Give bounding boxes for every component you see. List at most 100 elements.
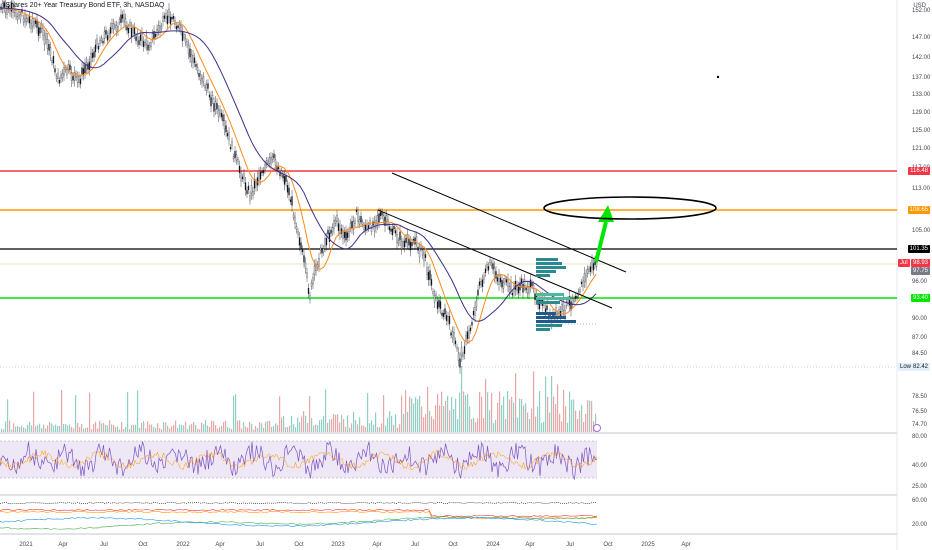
time-axis[interactable]: 2021 Apr Jul Oct 2022 Apr Jul Oct 2023 Apr Jul Oct 2… [19, 542, 690, 548]
volume-bar [109, 420, 110, 432]
volume-bar [39, 424, 40, 432]
candle [241, 173, 242, 181]
candle [493, 264, 494, 270]
price-tick: 84.50 [912, 351, 928, 357]
volume-bar [155, 428, 156, 432]
candle [284, 176, 285, 184]
volume-bar [173, 425, 174, 432]
volume-bar [511, 397, 512, 432]
volume-bar [397, 428, 398, 432]
candle [46, 33, 47, 39]
candle [325, 239, 326, 247]
volume-bar [145, 428, 146, 432]
price-tick: 147.00 [912, 35, 931, 41]
candle [562, 305, 563, 312]
volume-bar [185, 422, 186, 432]
volume-bar [113, 425, 114, 432]
volume-bar [179, 424, 180, 432]
candle [364, 226, 365, 230]
volume-bar [345, 427, 346, 432]
candle [227, 133, 228, 136]
candle [419, 249, 420, 257]
lower-trendline[interactable] [378, 210, 612, 308]
volume-bar [475, 422, 476, 432]
candle [362, 222, 363, 224]
volume-bar [427, 387, 428, 432]
candle [61, 75, 62, 79]
candle [338, 224, 339, 231]
volume-bar [21, 426, 22, 432]
volume-bar [51, 423, 52, 432]
volume-bar [417, 399, 418, 432]
candle [184, 35, 185, 38]
volume-bar [437, 394, 438, 432]
candle [179, 24, 180, 28]
candle [497, 278, 498, 282]
price-tick: 133.00 [912, 92, 931, 98]
candle [376, 221, 377, 228]
candle [26, 18, 27, 22]
volume-bar [33, 392, 34, 432]
price-tick: 96.00 [912, 279, 928, 285]
candle [193, 55, 194, 62]
candle [103, 41, 104, 43]
candle [574, 299, 575, 302]
volume-bar [431, 416, 432, 432]
time-label: Oct [294, 542, 304, 548]
candle [352, 221, 353, 228]
volume-bar [121, 422, 122, 432]
candle [16, 13, 17, 16]
candle [218, 110, 219, 116]
volume-bar [77, 423, 78, 432]
volume-bar [15, 427, 16, 432]
candle [365, 224, 366, 230]
candle [49, 44, 50, 50]
volume-bar [517, 418, 518, 432]
candle [113, 23, 114, 29]
volume-bar [535, 417, 536, 432]
event-marker-icon[interactable] [594, 425, 601, 432]
candle [379, 214, 380, 222]
candle [55, 69, 56, 73]
price-tick: 129.00 [912, 110, 931, 116]
candle [508, 279, 509, 286]
candle [190, 49, 191, 57]
candle [35, 21, 36, 24]
volume-bar [561, 421, 562, 432]
candle [181, 25, 182, 30]
target-ellipse[interactable] [544, 197, 716, 219]
volume-bar [491, 393, 492, 432]
candle [89, 62, 90, 70]
upper-trendline[interactable] [392, 173, 626, 272]
candle [92, 53, 93, 58]
volume-bar [255, 426, 256, 432]
candle [398, 241, 399, 243]
volume-bar [35, 426, 36, 432]
candle [10, 10, 11, 13]
volume-bar [229, 428, 230, 432]
volume-bar [557, 384, 558, 432]
volume-bar [59, 426, 60, 432]
candle [406, 238, 407, 242]
volume-bar [245, 427, 246, 432]
candle [196, 64, 197, 67]
price-candles[interactable] [1, 0, 598, 374]
volume-bar [353, 412, 354, 432]
candle [487, 265, 488, 268]
candle [596, 262, 597, 266]
candle [445, 309, 446, 315]
time-label: 2025 [641, 542, 655, 548]
candle [238, 160, 239, 162]
volume-bar [501, 405, 502, 432]
jul-chip: Jul [898, 259, 910, 267]
green-arrow[interactable] [596, 205, 614, 262]
candle [349, 231, 350, 236]
volume-bar [509, 400, 510, 432]
moving-average-blue [0, 8, 596, 321]
volume-bar [223, 422, 224, 432]
volume-bar [215, 425, 216, 432]
oscillator-line [0, 502, 597, 503]
volume-bar [541, 423, 542, 432]
volume-bar [355, 420, 356, 432]
